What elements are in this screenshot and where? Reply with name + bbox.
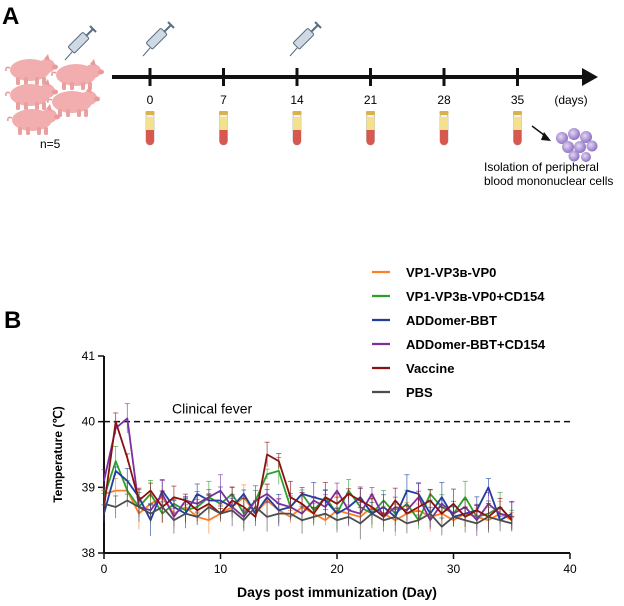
blood-tube-day-35 [512,110,523,146]
y-tick-label: 38 [82,546,96,560]
isolation-note-line1: Isolation of peripheral [484,160,599,174]
pbmc-isolation: Isolation of peripheral blood mononuclea… [484,125,613,188]
legend-label-2: ADDomer-BBT [406,313,497,328]
series-5-line [103,499,513,528]
x-tick-label: 40 [563,562,577,576]
x-tick-label: 20 [330,562,344,576]
y-tick-label: 41 [82,349,96,363]
blood-tube-day-0 [145,110,155,146]
x-tick-label: 0 [101,562,108,576]
y-axis-title: Temperature (℃) [51,406,65,503]
timeline: 0 7 14 21 28 35 (days) [112,21,598,146]
isolation-note-line2: blood mononuclear cells [484,174,613,188]
series-0-line [103,489,513,522]
timeline-label-day-21: 21 [364,93,378,107]
panel-b-letter: B [4,307,21,334]
blood-tube-day-7 [218,110,229,146]
injection-syringe-day-14 [289,21,322,57]
series-2-line [103,469,513,522]
group-size-label: n=5 [40,137,61,151]
y-tick-label: 40 [82,415,96,429]
legend-label-0: VP1-VP3ʙ-VP0 [406,265,496,280]
timeline-unit-label: (days) [554,93,587,107]
x-tick-label: 10 [214,562,228,576]
x-axis-title: Days post immunization (Day) [237,584,437,600]
x-tick-label: 30 [447,562,461,576]
temperature-chart: 38 39 40 41 0 10 20 30 40 Days post immunization … [51,265,577,600]
y-tick-label: 39 [82,480,96,494]
legend-label-4: Vaccine [406,361,454,376]
legend-label-3: ADDomer-BBT+CD154 [406,337,546,352]
timeline-label-day-35: 35 [511,93,525,107]
blood-tube-day-14 [292,110,302,146]
fever-threshold-label: Clinical fever [172,401,252,417]
timeline-label-day-14: 14 [290,93,304,107]
timeline-label-day-0: 0 [147,93,154,107]
timeline-arrowhead [582,68,598,86]
fever-threshold: Clinical fever [104,401,570,423]
timeline-label-day-28: 28 [437,93,451,107]
cell-cluster-icon [556,128,598,162]
series-3-line [103,417,513,522]
blood-tube-day-21 [365,110,376,146]
series-4-line [103,420,513,521]
timeline-ticks: 0 7 14 21 28 35 (days) [142,21,588,146]
pig-group [5,53,105,136]
panel-a-letter: A [2,3,19,30]
injection-syringe-day-0 [142,21,175,57]
legend-label-5: PBS [406,385,433,400]
legend-label-1: VP1-VP3ʙ-VP0+CD154 [406,289,545,304]
timeline-label-day-7: 7 [220,93,227,107]
chart-series [101,403,515,540]
chart-axes: 38 39 40 41 0 10 20 30 40 Days post immunization … [51,349,577,600]
blood-tube-day-28 [439,110,449,146]
chart-legend: VP1-VP3ʙ-VP0 VP1-VP3ʙ-VP0+CD154 ADDomer-BB… [372,265,546,400]
syringe-icon [64,25,97,61]
